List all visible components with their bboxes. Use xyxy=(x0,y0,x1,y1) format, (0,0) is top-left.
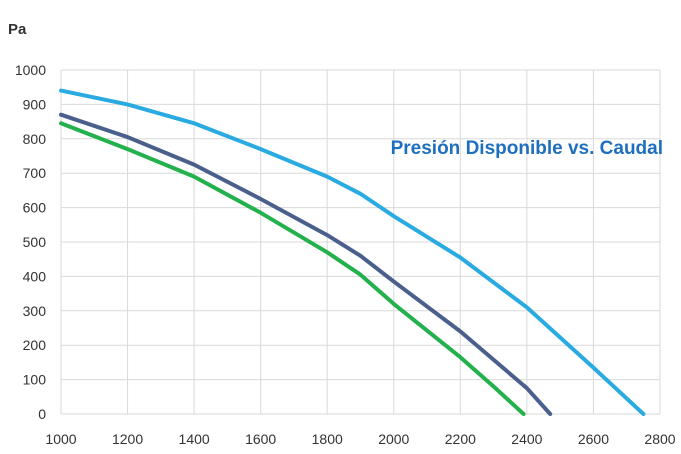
x-tick-label: 1600 xyxy=(245,431,276,447)
series-line-2 xyxy=(59,112,553,416)
x-tick-label: 2200 xyxy=(445,431,476,447)
x-tick-label: 1400 xyxy=(179,431,210,447)
y-axis-unit-label: Pa xyxy=(8,21,27,38)
x-tick-label: 2400 xyxy=(511,431,542,447)
y-tick-label: 0 xyxy=(38,406,46,422)
y-tick-label: 900 xyxy=(23,96,47,112)
series-line-1 xyxy=(59,88,646,416)
y-tick-label: 700 xyxy=(23,165,47,181)
y-tick-label: 300 xyxy=(23,303,47,319)
y-tick-label: 500 xyxy=(23,234,47,250)
y-tick-label: 800 xyxy=(23,131,47,147)
y-tick-label: 1000 xyxy=(15,62,46,78)
y-tick-label: 100 xyxy=(23,372,47,388)
horizontal-gridlines xyxy=(61,69,660,415)
x-axis-tick-labels: 1000 1200 1400 1600 1800 2000 2200 2400 2600 2800 xyxy=(45,431,675,447)
y-tick-label: 200 xyxy=(23,337,47,353)
series-line-3 xyxy=(59,121,526,416)
y-tick-label: 400 xyxy=(23,268,47,284)
x-tick-label: 1000 xyxy=(45,431,76,447)
x-tick-label: 2600 xyxy=(578,431,609,447)
x-tick-label: 1200 xyxy=(112,431,143,447)
x-tick-label: 1800 xyxy=(312,431,343,447)
x-tick-label: 2000 xyxy=(378,431,409,447)
x-tick-label: 2800 xyxy=(644,431,675,447)
series-lines xyxy=(59,88,646,416)
y-axis-tick-labels: 0 100 200 300 400 500 600 700 800 900 1000 xyxy=(15,62,46,422)
chart-title: Presión Disponible vs. Caudal xyxy=(391,138,663,159)
y-tick-label: 600 xyxy=(23,200,47,216)
